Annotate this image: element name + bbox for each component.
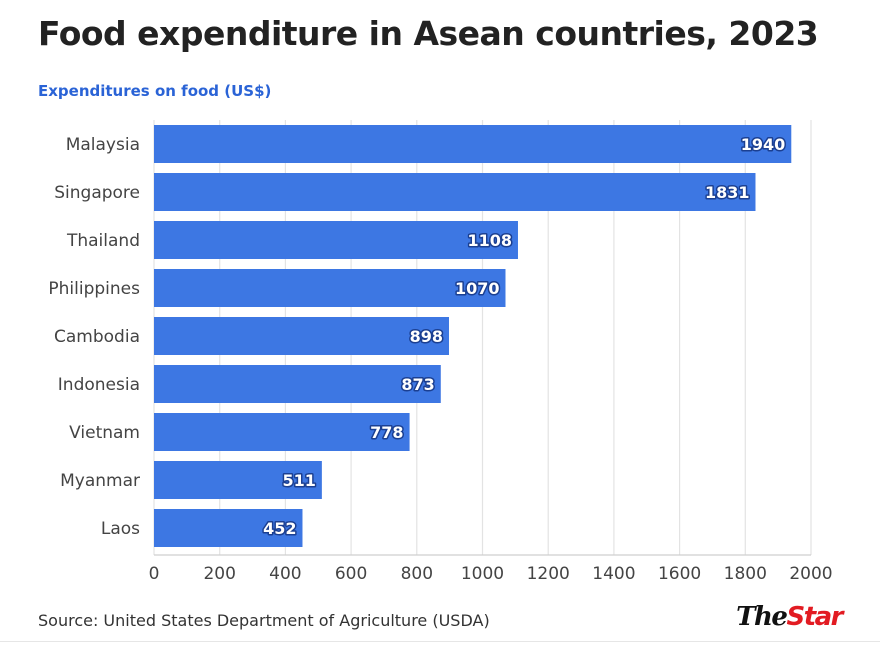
category-label-laos: Laos xyxy=(101,519,140,539)
bar-laos xyxy=(154,509,303,547)
tick-label-400: 400 xyxy=(269,564,301,584)
chart-title: Food expenditure in Asean countries, 202… xyxy=(38,14,819,53)
bar-vietnam xyxy=(154,413,410,451)
value-label-indonesia: 873 xyxy=(401,375,434,394)
tick-label-0: 0 xyxy=(149,564,160,584)
value-label-vietnam: 778 xyxy=(370,423,403,442)
value-label-cambodia: 898 xyxy=(410,327,443,346)
category-label-singapore: Singapore xyxy=(54,183,140,203)
bars: 1940 1831 1108 1070 898 873 778 511 452 xyxy=(154,125,792,547)
tick-label-1400: 1400 xyxy=(592,564,635,584)
tick-label-600: 600 xyxy=(335,564,367,584)
bar-chart: 1940 1831 1108 1070 898 873 778 511 452 Malaysia… xyxy=(48,120,833,584)
bar-myanmar xyxy=(154,461,322,499)
category-label-vietnam: Vietnam xyxy=(69,423,140,443)
category-label-myanmar: Myanmar xyxy=(60,471,140,491)
tick-label-1600: 1600 xyxy=(658,564,701,584)
tick-label-1000: 1000 xyxy=(461,564,504,584)
bar-cambodia xyxy=(154,317,449,355)
category-label-thailand: Thailand xyxy=(66,231,140,251)
value-label-myanmar: 511 xyxy=(282,471,315,490)
source-note: Source: United States Department of Agri… xyxy=(38,611,490,630)
category-label-indonesia: Indonesia xyxy=(58,375,140,395)
tick-label-800: 800 xyxy=(401,564,433,584)
chart-subtitle: Expenditures on food (US$) xyxy=(38,82,272,100)
bar-thailand xyxy=(154,221,518,259)
category-label-malaysia: Malaysia xyxy=(66,135,140,155)
bar-malaysia xyxy=(154,125,792,163)
category-labels: Malaysia Singapore Thailand Philippines Camb… xyxy=(48,135,140,539)
tick-label-1800: 1800 xyxy=(724,564,767,584)
value-label-philippines: 1070 xyxy=(455,279,500,298)
value-label-thailand: 1108 xyxy=(467,231,512,250)
bar-singapore xyxy=(154,173,756,211)
tick-labels: 0 200 400 600 800 1000 1200 1400 1600 1800 2000 xyxy=(149,564,833,584)
category-label-philippines: Philippines xyxy=(48,279,140,299)
tick-label-200: 200 xyxy=(203,564,235,584)
category-label-cambodia: Cambodia xyxy=(54,327,140,347)
tick-label-2000: 2000 xyxy=(789,564,832,584)
bar-philippines xyxy=(154,269,506,307)
value-label-malaysia: 1940 xyxy=(741,135,786,154)
tick-label-1200: 1200 xyxy=(527,564,570,584)
the-star-logo: TheStar xyxy=(736,602,843,632)
value-label-laos: 452 xyxy=(263,519,296,538)
value-label-singapore: 1831 xyxy=(705,183,750,202)
bottom-divider xyxy=(0,641,880,642)
bar-indonesia xyxy=(154,365,441,403)
